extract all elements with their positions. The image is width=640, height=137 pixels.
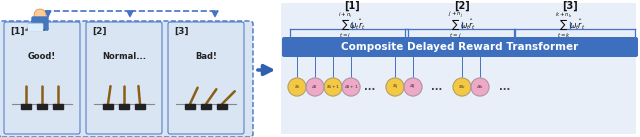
- Text: $s_j$: $s_j$: [392, 82, 398, 92]
- Text: $\sum_{t=i}^{i+n_i}\!\omega_t\hat{r}_t$: $\sum_{t=i}^{i+n_i}\!\omega_t\hat{r}_t$: [338, 10, 366, 40]
- Text: [1]: [1]: [10, 27, 24, 36]
- Text: $s_{i+1}$: $s_{i+1}$: [326, 83, 340, 91]
- Bar: [53, 104, 63, 109]
- FancyBboxPatch shape: [0, 21, 253, 137]
- Bar: [21, 104, 31, 109]
- Circle shape: [453, 78, 471, 96]
- FancyBboxPatch shape: [86, 22, 162, 134]
- Polygon shape: [28, 24, 42, 30]
- Circle shape: [306, 78, 324, 96]
- Text: $a_{i+1}$: $a_{i+1}$: [344, 83, 358, 91]
- Circle shape: [34, 9, 46, 21]
- Text: $a_i$: $a_i$: [312, 83, 319, 91]
- Text: Normal...: Normal...: [102, 52, 146, 61]
- Bar: [135, 104, 145, 109]
- Bar: [217, 104, 227, 109]
- FancyBboxPatch shape: [4, 22, 80, 134]
- FancyBboxPatch shape: [282, 37, 638, 57]
- Text: ...: ...: [499, 82, 511, 92]
- Circle shape: [342, 78, 360, 96]
- Text: [2]: [2]: [92, 27, 106, 36]
- Text: [1]: [1]: [344, 1, 360, 11]
- FancyBboxPatch shape: [168, 22, 244, 134]
- Text: Composite Delayed Reward Transformer: Composite Delayed Reward Transformer: [341, 42, 579, 52]
- Bar: [201, 104, 211, 109]
- Circle shape: [288, 78, 306, 96]
- Text: Good!: Good!: [28, 52, 56, 61]
- Circle shape: [386, 78, 404, 96]
- Text: ...: ...: [431, 82, 443, 92]
- Circle shape: [324, 78, 342, 96]
- Text: $s_i$: $s_i$: [294, 83, 300, 91]
- Bar: [37, 104, 47, 109]
- Text: $s_k$: $s_k$: [458, 83, 466, 91]
- Text: Bad!: Bad!: [195, 52, 217, 61]
- Circle shape: [404, 78, 422, 96]
- Text: $\sum_{t=k}^{k+n_k}\!\omega_t\hat{r}_t$: $\sum_{t=k}^{k+n_k}\!\omega_t\hat{r}_t$: [555, 10, 585, 40]
- Polygon shape: [28, 23, 42, 30]
- Text: $\sum_{t=j}^{j+n_j}\!\omega_t\hat{r}_t$: $\sum_{t=j}^{j+n_j}\!\omega_t\hat{r}_t$: [448, 10, 476, 41]
- Text: [3]: [3]: [174, 27, 189, 36]
- Bar: [185, 104, 195, 109]
- Circle shape: [471, 78, 489, 96]
- Bar: [119, 104, 129, 109]
- FancyBboxPatch shape: [32, 17, 48, 30]
- Text: $a_j$: $a_j$: [410, 82, 417, 92]
- Text: $a_k$: $a_k$: [476, 83, 484, 91]
- Text: ...: ...: [364, 82, 376, 92]
- Bar: [103, 104, 113, 109]
- FancyBboxPatch shape: [281, 3, 636, 134]
- Text: [3]: [3]: [562, 1, 578, 11]
- Text: [2]: [2]: [454, 1, 470, 11]
